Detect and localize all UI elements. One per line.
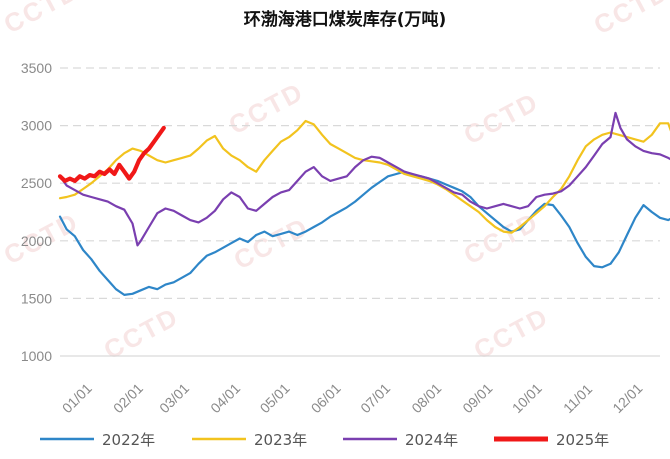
y-tick-label: 1000 [21, 348, 52, 364]
x-tick-label: 07/01 [357, 380, 393, 416]
grid-layer [60, 67, 660, 357]
x-tick-label: 01/01 [59, 380, 95, 416]
series-line-2 [58, 119, 670, 234]
x-tick-label: 06/01 [308, 380, 344, 416]
watermark-text: CCTD [459, 86, 544, 150]
watermark-text: CCTD [589, 0, 670, 40]
series-line-3 [58, 111, 670, 247]
x-tick-label: 04/01 [207, 380, 243, 416]
series-layer [57, 111, 670, 296]
legend: 2022年 2023年 2024年 2025年 [40, 431, 609, 449]
x-tick-label: 10/01 [509, 380, 545, 416]
x-tick-label: 03/01 [156, 380, 192, 416]
x-tick-label: 08/01 [408, 380, 444, 416]
y-tick-label: 3500 [21, 60, 52, 76]
y-tick-label: 2500 [21, 175, 52, 191]
legend-label: 2023年 [254, 431, 307, 449]
watermark-text: CCTD [229, 211, 314, 275]
legend-label: 2022年 [102, 431, 155, 449]
series-line-4 [57, 125, 166, 183]
y-tick-label: 1500 [21, 290, 52, 306]
series-line-1 [58, 170, 670, 296]
x-axis: 01/01 02/01 03/01 04/01 05/01 06/01 07/01 08/01… [59, 380, 646, 416]
x-tick-label: 05/01 [257, 380, 293, 416]
x-tick-label: 09/01 [459, 380, 495, 416]
x-tick-label: 11/01 [560, 381, 596, 417]
watermark-text: CCTD [0, 0, 84, 39]
y-tick-label: 3000 [21, 118, 52, 134]
chart-title: 环渤海港口煤炭库存(万吨) [244, 9, 447, 30]
legend-label: 2025年 [556, 431, 609, 449]
y-axis: 1000 1500 2000 2500 3000 3500 [21, 60, 52, 364]
y-tick-label: 2000 [21, 233, 52, 249]
legend-label: 2024年 [405, 431, 458, 449]
x-tick-label: 12/01 [609, 380, 645, 416]
x-tick-label: 02/01 [110, 380, 146, 416]
